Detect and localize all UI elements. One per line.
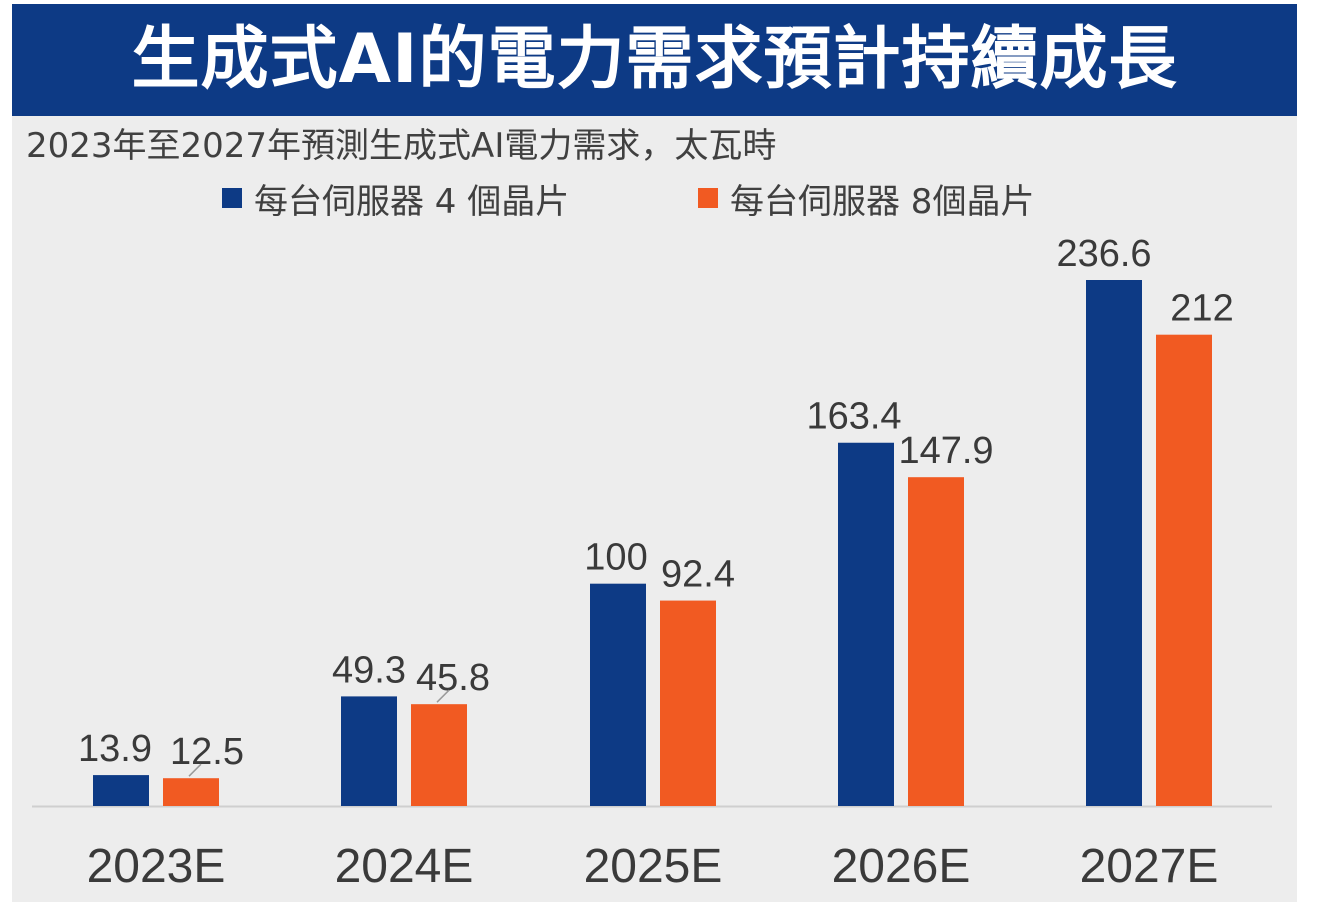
category-label-2025E: 2025E — [584, 840, 723, 893]
legend-item-8-chips: 每台伺服器 8個晶片 — [698, 176, 1035, 222]
chart-background — [12, 114, 1297, 902]
bar-series-8-chips-2023E — [163, 778, 219, 806]
legend-label-4-chips: 每台伺服器 4 個晶片 — [254, 181, 570, 222]
legend-label-8-chips: 每台伺服器 8個晶片 — [730, 181, 1035, 222]
value-label-series-8-chips-2024E: 45.8 — [416, 657, 490, 699]
value-label-series-4-chips-2024E: 49.3 — [332, 649, 406, 691]
value-label-series-8-chips-2025E: 92.4 — [661, 554, 735, 596]
value-label-series-8-chips-2023E: 12.5 — [170, 731, 244, 773]
bar-series-8-chips-2025E — [660, 600, 716, 806]
bar-series-4-chips-2023E — [93, 775, 149, 806]
bar-series-4-chips-2025E — [590, 583, 646, 806]
bar-series-8-chips-2024E — [411, 704, 467, 806]
leader-line-2024E — [436, 689, 450, 703]
chart-subtitle: 2023年至2027年預測生成式AI電力需求，太瓦時 — [26, 126, 777, 166]
bar-series-4-chips-2024E — [341, 696, 397, 806]
leader-line-2023E — [188, 763, 202, 777]
category-label-2024E: 2024E — [335, 840, 474, 893]
bar-series-8-chips-2027E — [1156, 334, 1212, 806]
category-label-2023E: 2023E — [87, 840, 226, 893]
bar-series-4-chips-2026E — [838, 442, 894, 806]
bar-series-8-chips-2026E — [908, 477, 964, 806]
value-label-series-4-chips-2025E: 100 — [584, 537, 647, 579]
value-label-series-8-chips-2027E: 212 — [1170, 288, 1233, 330]
category-label-2026E: 2026E — [832, 840, 971, 893]
value-label-series-8-chips-2026E: 147.9 — [898, 430, 993, 472]
value-label-series-4-chips-2027E: 236.6 — [1056, 233, 1151, 275]
legend-swatch-4-chips — [222, 188, 242, 208]
value-label-series-4-chips-2023E: 13.9 — [78, 728, 152, 770]
bar-series-4-chips-2027E — [1086, 280, 1142, 806]
legend-item-4-chips: 每台伺服器 4 個晶片 — [222, 176, 570, 222]
page-title: 生成式AI的電力需求預計持續成長 — [12, 4, 1297, 116]
category-label-2027E: 2027E — [1080, 840, 1219, 893]
value-label-series-4-chips-2026E: 163.4 — [806, 396, 901, 438]
legend-swatch-8-chips — [698, 188, 718, 208]
